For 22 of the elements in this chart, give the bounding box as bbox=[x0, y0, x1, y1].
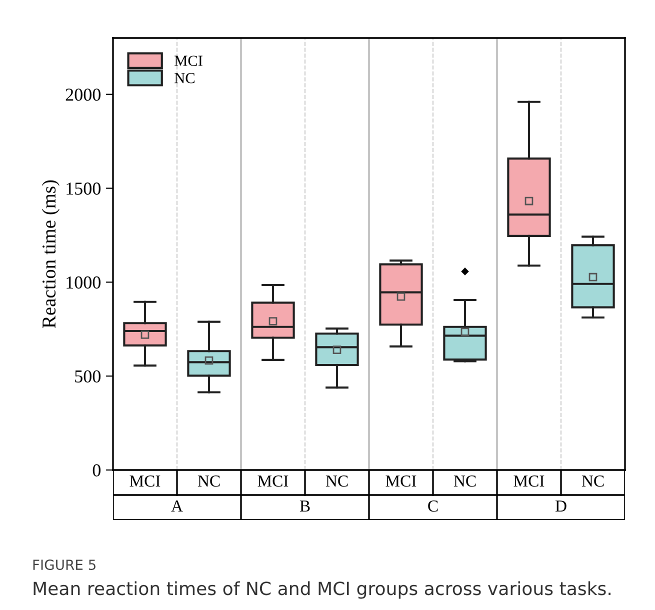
x-tick-label: C bbox=[428, 500, 438, 512]
y-axis-title: Reaction time (ms) bbox=[42, 180, 60, 328]
text: MCI bbox=[130, 475, 160, 487]
y-tick-label: 500 bbox=[75, 370, 101, 383]
text: NC bbox=[198, 475, 220, 487]
text: Mean reaction times of NC and MCI groups across various tasks. bbox=[34, 581, 610, 599]
x-tick-label: A bbox=[171, 500, 183, 512]
text: MCI bbox=[514, 475, 544, 487]
y-tick-label: 1500 bbox=[66, 182, 101, 195]
caption: FIGURE 5 bbox=[33, 560, 96, 570]
x-tick-label: D bbox=[555, 500, 566, 512]
y-tick-label: 0 bbox=[92, 464, 101, 476]
text: MCI bbox=[386, 475, 416, 487]
y-tick-label: 1000 bbox=[66, 276, 101, 289]
legend-label: NC bbox=[174, 73, 194, 84]
y-tick-label: 2000 bbox=[66, 88, 101, 101]
text: NC bbox=[454, 475, 476, 487]
x-tick-label: B bbox=[300, 500, 310, 512]
text: MCI bbox=[258, 475, 288, 487]
legend-label: MCI bbox=[174, 56, 202, 66]
text: NC bbox=[582, 475, 604, 487]
text: NC bbox=[326, 475, 348, 487]
